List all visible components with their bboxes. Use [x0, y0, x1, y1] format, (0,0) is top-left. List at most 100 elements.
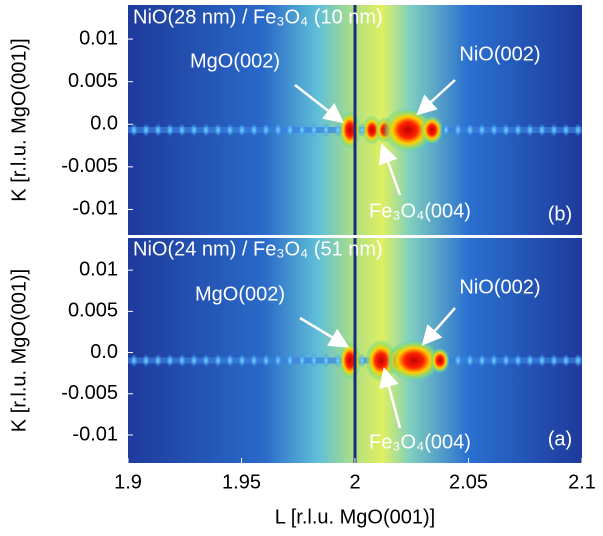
fringe — [538, 123, 546, 137]
panel-label: (b) — [548, 203, 572, 225]
y-axis-label: K [r.l.u. MgO(001)] — [8, 269, 30, 432]
annotation-arrow — [416, 79, 456, 116]
panel-title: NiO(28 nm) / Fe₃O₄ (10 nm) — [133, 6, 383, 28]
fringe — [298, 123, 306, 137]
y-tick-label: 0.005 — [68, 300, 118, 322]
fringe — [154, 123, 162, 137]
heatmap-panel — [128, 5, 582, 235]
fringe — [466, 353, 474, 368]
y-tick-label: 0.01 — [79, 258, 118, 280]
fringe — [538, 353, 546, 368]
fringe — [166, 123, 174, 137]
fringe — [190, 353, 198, 368]
fringe — [574, 123, 582, 137]
x-tick-label: 2.1 — [568, 471, 596, 493]
y-tick-label: 0.01 — [79, 27, 118, 49]
fringe — [322, 353, 330, 368]
x-tick-label: 1.9 — [114, 471, 142, 493]
fringe — [214, 353, 222, 368]
fringe — [454, 123, 462, 137]
fringe — [166, 353, 174, 368]
x-tick-label: 2 — [349, 471, 360, 493]
y-tick-label: 0.0 — [90, 113, 118, 135]
annotation-arrow — [421, 307, 456, 346]
peak-annotation: NiO(002) — [459, 276, 540, 298]
y-tick-label: 0.005 — [68, 70, 118, 92]
fringe — [298, 353, 306, 368]
fringe — [574, 353, 582, 368]
fringe — [286, 353, 294, 368]
peak — [338, 341, 362, 380]
annotation-arrow — [378, 143, 402, 196]
peak — [382, 107, 434, 153]
fringe — [322, 123, 330, 137]
peak-annotation: Fe₃O₄(004) — [369, 200, 471, 222]
x-tick-label: 1.95 — [222, 471, 261, 493]
y-axis-label: K [r.l.u. MgO(001)] — [8, 38, 30, 201]
heatmap-panel — [128, 238, 582, 463]
fringe — [130, 353, 138, 368]
peak — [338, 110, 362, 150]
peak — [420, 115, 444, 145]
annotation-arrow — [379, 367, 402, 429]
fringe — [514, 123, 522, 137]
panel-title: NiO(24 nm) / Fe₃O₄ (51 nm) — [133, 238, 383, 260]
fringe — [190, 123, 198, 137]
fringe — [154, 353, 162, 368]
fringe — [442, 123, 450, 137]
y-tick-label: 0.0 — [90, 341, 118, 363]
fringe — [490, 353, 498, 368]
peak — [430, 347, 450, 374]
y-tick-label: -0.01 — [72, 198, 118, 220]
x-tick-label: 2.05 — [449, 471, 488, 493]
fringe — [478, 353, 486, 368]
fringe — [274, 123, 282, 137]
fringe — [562, 353, 570, 368]
fringe — [142, 123, 150, 137]
fringe — [514, 353, 522, 368]
peak-annotation: NiO(002) — [459, 43, 540, 65]
fringe — [490, 123, 498, 137]
fringe — [238, 353, 246, 368]
substrate-line — [353, 238, 357, 463]
substrate-line — [353, 5, 357, 235]
peak-annotation: MgO(002) — [195, 283, 285, 305]
fringe — [226, 353, 234, 368]
y-tick-label: -0.005 — [61, 382, 118, 404]
peak — [386, 339, 442, 382]
fringe — [250, 353, 258, 368]
fringe — [454, 353, 462, 368]
fringe — [262, 123, 270, 137]
y-tick-label: -0.005 — [61, 155, 118, 177]
annotation-arrow — [299, 316, 350, 348]
peak-annotation: MgO(002) — [190, 50, 280, 72]
fringe — [550, 123, 558, 137]
annotation-arrow — [294, 84, 344, 124]
fringe — [562, 123, 570, 137]
fringe — [262, 353, 270, 368]
fringe — [286, 123, 294, 137]
fringe — [526, 123, 534, 137]
fringe — [178, 353, 186, 368]
fringe — [274, 353, 282, 368]
fringe — [502, 123, 510, 137]
peak-annotation: Fe₃O₄(004) — [369, 431, 471, 453]
fringe — [550, 353, 558, 368]
fringe — [142, 353, 150, 368]
fringe — [478, 123, 486, 137]
fringe — [466, 123, 474, 137]
y-tick-label: -0.01 — [72, 423, 118, 445]
fringe — [178, 123, 186, 137]
x-axis-label: L [r.l.u. MgO(001)] — [275, 506, 435, 528]
peak — [362, 115, 382, 145]
fringe — [310, 353, 318, 368]
fringe — [202, 353, 210, 368]
fringe — [238, 123, 246, 137]
fringe — [526, 353, 534, 368]
fringe — [214, 123, 222, 137]
fringe — [226, 123, 234, 137]
fringe — [310, 123, 318, 137]
fringe — [130, 123, 138, 137]
panel-label: (a) — [548, 428, 572, 450]
